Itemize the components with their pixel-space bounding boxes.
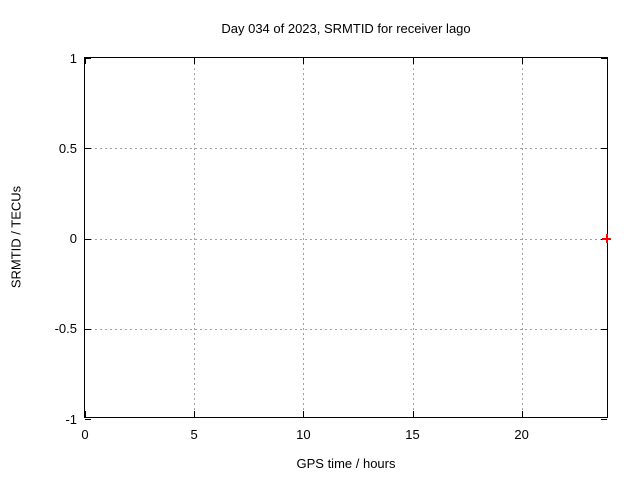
x-tick-label: 0 <box>81 427 89 442</box>
y-tick-label: -1 <box>65 411 77 427</box>
gridline-horizontal <box>85 238 607 240</box>
x-tick-label: 5 <box>190 427 198 442</box>
x-tick-mark <box>412 411 414 417</box>
marker-bar-vertical <box>605 234 608 243</box>
y-tick-label: 0.5 <box>58 140 77 156</box>
gridline-horizontal <box>85 328 607 330</box>
y-tick-mark-right <box>601 328 607 330</box>
y-tick-label: 1 <box>69 50 77 66</box>
y-tick-mark-right <box>601 148 607 150</box>
x-tick-mark <box>303 411 305 417</box>
y-tick-label: -0.5 <box>54 321 77 337</box>
plot-area: 0 5 10 15 20 1 0.5 0 -0.5 -1 <box>55 51 612 442</box>
x-tick-label: 10 <box>296 427 311 442</box>
x-tick-mark <box>85 411 86 417</box>
x-tick-mark-top <box>303 58 305 64</box>
gridline-vertical <box>521 58 523 417</box>
x-axis-label: GPS time / hours <box>296 456 396 471</box>
y-tick-mark <box>85 58 91 59</box>
x-tick-mark-top <box>412 58 414 64</box>
x-tick-mark-top <box>194 58 196 64</box>
data-point-marker <box>602 234 612 243</box>
gridline-vertical <box>412 58 414 417</box>
gridline-vertical <box>303 58 305 417</box>
x-tick-mark <box>194 411 196 417</box>
gridline-vertical <box>194 58 196 417</box>
x-tick-label: 15 <box>405 427 420 442</box>
y-tick-mark-right <box>601 419 607 420</box>
y-tick-mark <box>85 328 91 330</box>
chart-title: Day 034 of 2023, SRMTID for receiver lag… <box>221 21 471 36</box>
y-tick-mark <box>85 419 91 420</box>
y-axis-label: SRMTID / TECUs <box>8 185 24 289</box>
x-tick-label: 20 <box>514 427 529 442</box>
gridline-horizontal <box>85 148 607 150</box>
x-tick-mark <box>521 411 523 417</box>
y-tick-label: 0 <box>69 231 77 246</box>
x-tick-mark-top <box>521 58 523 64</box>
y-tick-mark-right <box>601 58 607 59</box>
x-tick-mark-top <box>85 58 86 64</box>
y-tick-mark <box>85 238 91 240</box>
y-tick-mark <box>85 148 91 150</box>
